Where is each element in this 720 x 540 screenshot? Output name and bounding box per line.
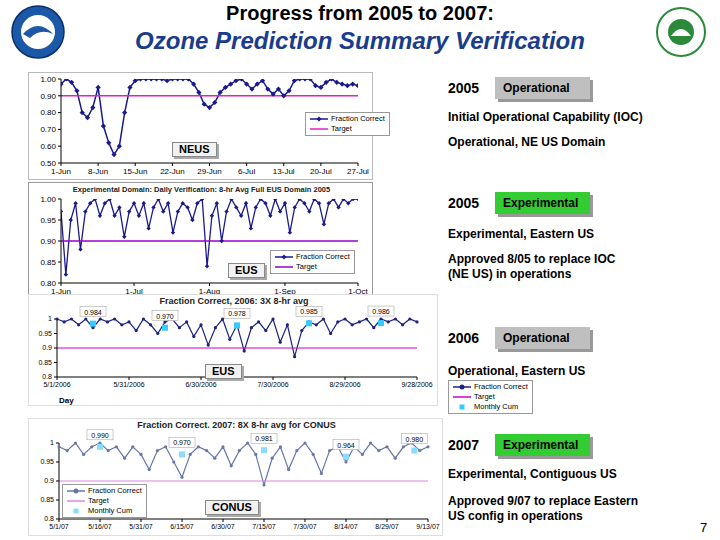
html-text:Fraction Correct: Fraction Correct — [296, 252, 350, 261]
svg-text:0.90: 0.90 — [40, 237, 56, 246]
svg-text:0.70: 0.70 — [40, 125, 56, 134]
html-text:NEUS: NEUS — [179, 143, 210, 155]
svg-text:7/30/07: 7/30/07 — [293, 523, 316, 530]
html-text:Progress from 2005 to 2007:: Progress from 2005 to 2007: — [226, 2, 494, 24]
html-text:Operational: Operational — [503, 81, 570, 95]
svg-text:0.8: 0.8 — [44, 515, 54, 522]
html-text:Experimental Domain: Daily Ver: Experimental Domain: Daily Verification:… — [72, 185, 331, 194]
svg-text:1.00: 1.00 — [40, 75, 56, 84]
html-text:2005: 2005 — [448, 195, 480, 211]
html-text:Target: Target — [88, 496, 109, 505]
html-text:Monthly Cum: Monthly Cum — [88, 506, 133, 515]
svg-text:9/28/2006: 9/28/2006 — [401, 381, 432, 388]
svg-text:1: 1 — [48, 315, 52, 322]
html-text:Fraction Correct: Fraction Correct — [474, 382, 528, 391]
svg-text:8/14/07: 8/14/07 — [334, 523, 357, 530]
html-text:EUS: EUS — [235, 264, 258, 276]
svg-text:0.60: 0.60 — [40, 142, 56, 151]
svg-text:0.80: 0.80 — [40, 279, 56, 288]
svg-text:7/15/07: 7/15/07 — [252, 523, 275, 530]
svg-text:0.980: 0.980 — [406, 436, 424, 443]
svg-text:0.986: 0.986 — [372, 308, 390, 315]
svg-text:0.970: 0.970 — [173, 439, 191, 446]
svg-text:6-Jul: 6-Jul — [238, 167, 256, 176]
svg-text:27-Jul: 27-Jul — [347, 167, 369, 176]
svg-text:0.85: 0.85 — [40, 496, 54, 503]
html-text:Experimental: Experimental — [503, 438, 579, 452]
svg-text:1-Sep: 1-Sep — [274, 286, 296, 296]
html-text:Fraction Correct: Fraction Correct — [88, 486, 142, 495]
html-text:Operational: Operational — [503, 331, 570, 345]
html-text:Target: Target — [296, 262, 317, 271]
html-text:Experimental, Contiguous US: Experimental, Contiguous US — [448, 467, 617, 481]
html-text:US config in operations: US config in operations — [448, 509, 583, 523]
html-text:Fraction Correct. 2007: 8X 8-h: Fraction Correct. 2007: 8X 8-hr avg for … — [137, 420, 336, 430]
svg-text:0.9: 0.9 — [42, 344, 52, 351]
svg-text:0.978: 0.978 — [228, 310, 246, 317]
svg-text:15-Jun: 15-Jun — [123, 167, 147, 176]
svg-text:0.984: 0.984 — [84, 309, 102, 316]
svg-text:0.970: 0.970 — [156, 313, 174, 320]
html-text:2007: 2007 — [448, 437, 480, 453]
svg-text:0.50: 0.50 — [40, 159, 56, 168]
svg-text:5/1/07: 5/1/07 — [49, 523, 69, 530]
html-text:(NE US) in operations: (NE US) in operations — [448, 267, 572, 281]
svg-text:6/30/07: 6/30/07 — [211, 523, 234, 530]
svg-text:0.9: 0.9 — [44, 477, 54, 484]
svg-text:6/30/2006: 6/30/2006 — [185, 381, 216, 388]
html-text:Ozone Prediction Summary Verif: Ozone Prediction Summary Verification — [135, 27, 585, 54]
svg-text:0.990: 0.990 — [91, 432, 109, 439]
svg-text:1-Oct: 1-Oct — [348, 286, 368, 296]
html-text:Target: Target — [474, 392, 495, 401]
svg-text:0.95: 0.95 — [40, 216, 56, 225]
html-text:Experimental, Eastern US: Experimental, Eastern US — [448, 227, 595, 241]
svg-text:8/29/07: 8/29/07 — [375, 523, 398, 530]
svg-text:8/29/2006: 8/29/2006 — [329, 381, 360, 388]
svg-text:5/1/2006: 5/1/2006 — [43, 381, 70, 388]
svg-text:0.85: 0.85 — [38, 359, 52, 366]
svg-text:0.985: 0.985 — [300, 308, 318, 315]
svg-text:20-Jul: 20-Jul — [310, 167, 332, 176]
svg-text:Day: Day — [59, 396, 74, 405]
svg-text:0.85: 0.85 — [40, 258, 56, 267]
svg-text:1: 1 — [50, 439, 54, 446]
html-text:EUS: EUS — [212, 365, 235, 377]
svg-text:22-Jun: 22-Jun — [160, 167, 184, 176]
svg-text:1-Jun: 1-Jun — [51, 167, 71, 176]
svg-text:9/13/07: 9/13/07 — [416, 523, 439, 530]
html-text:7: 7 — [700, 520, 708, 535]
svg-text:1-Jun: 1-Jun — [51, 286, 71, 296]
svg-text:0.80: 0.80 — [40, 108, 56, 117]
svg-text:0.964: 0.964 — [337, 442, 355, 449]
svg-text:13-Jul: 13-Jul — [273, 167, 295, 176]
svg-text:0.95: 0.95 — [40, 458, 54, 465]
svg-text:0.95: 0.95 — [38, 330, 52, 337]
html-text:Initial Operational Capability: Initial Operational Capability (IOC) — [448, 110, 643, 124]
svg-text:0.8: 0.8 — [42, 373, 52, 380]
html-text:Approved 8/05 to replace IOC: Approved 8/05 to replace IOC — [448, 252, 616, 266]
html-text:CONUS: CONUS — [212, 501, 252, 513]
svg-text:8-Jun: 8-Jun — [88, 167, 108, 176]
html-text:Operational, Eastern US: Operational, Eastern US — [448, 364, 586, 378]
html-text:Experimental: Experimental — [503, 196, 579, 210]
html-text:Fraction Correct: Fraction Correct — [331, 114, 385, 123]
svg-text:5/16/07: 5/16/07 — [88, 523, 111, 530]
svg-text:1-Jul: 1-Jul — [125, 286, 143, 296]
svg-text:29-Jun: 29-Jun — [197, 167, 221, 176]
svg-text:5/31/2006: 5/31/2006 — [113, 381, 144, 388]
html-text:Monthly Cum: Monthly Cum — [474, 402, 519, 411]
svg-text:7/30/2006: 7/30/2006 — [257, 381, 288, 388]
svg-text:0.981: 0.981 — [255, 435, 273, 442]
svg-text:5/31/07: 5/31/07 — [129, 523, 152, 530]
svg-text:1.00: 1.00 — [40, 195, 56, 204]
html-text:Operational, NE US Domain: Operational, NE US Domain — [448, 135, 606, 149]
html-text:Approved 9/07 to replace Easte: Approved 9/07 to replace Eastern — [448, 494, 639, 508]
html-text:2006: 2006 — [448, 330, 480, 346]
svg-text:1-Aug: 1-Aug — [198, 286, 221, 296]
svg-text:0.90: 0.90 — [40, 92, 56, 101]
html-text:Fraction Correct, 2006: 3X 8-h: Fraction Correct, 2006: 3X 8-hr avg — [159, 296, 309, 306]
html-text:2005: 2005 — [448, 80, 480, 96]
html-text:Target: Target — [331, 124, 352, 133]
svg-text:6/15/07: 6/15/07 — [170, 523, 193, 530]
